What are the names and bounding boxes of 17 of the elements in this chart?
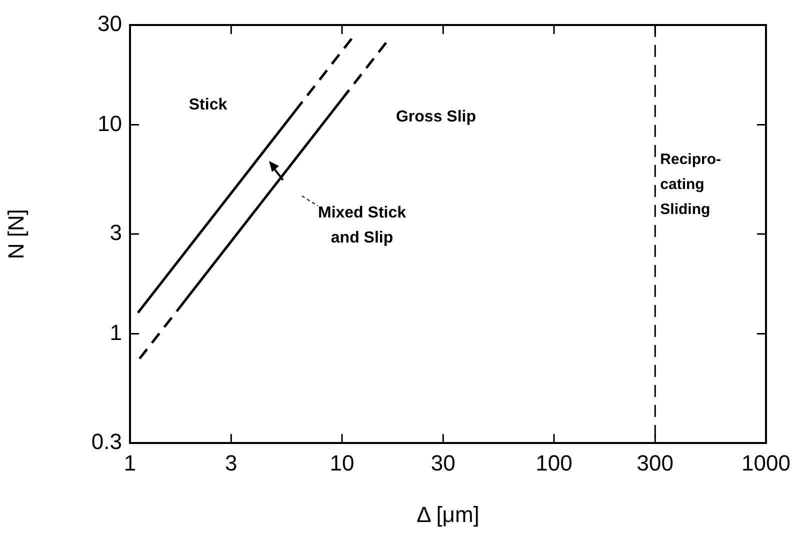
y-tick-label: 3 <box>110 220 122 246</box>
annotation: Gross Slip <box>396 108 476 126</box>
ref-line-label: Recipro- cating Sliding <box>660 151 721 218</box>
x-tick-label: 30 <box>430 450 456 476</box>
y-tick-label: 30 <box>98 11 122 36</box>
annotation: Mixed Stick and Slip <box>318 204 406 246</box>
x-tick-label: 300 <box>636 450 674 476</box>
y-tick-label: 1 <box>110 320 122 345</box>
x-axis-title: Δ [μm] <box>416 502 480 527</box>
x-tick-label: 3 <box>225 450 238 476</box>
y-axis-title: N [N] <box>3 208 28 260</box>
annotation: Stick <box>188 96 228 114</box>
y-tick-label: 0.3 <box>91 429 122 454</box>
x-tick-label: 100 <box>536 450 572 476</box>
y-tick-label: 10 <box>98 110 122 136</box>
x-tick-label: 10 <box>330 450 354 476</box>
x-tick-label: 1000 <box>742 450 790 476</box>
